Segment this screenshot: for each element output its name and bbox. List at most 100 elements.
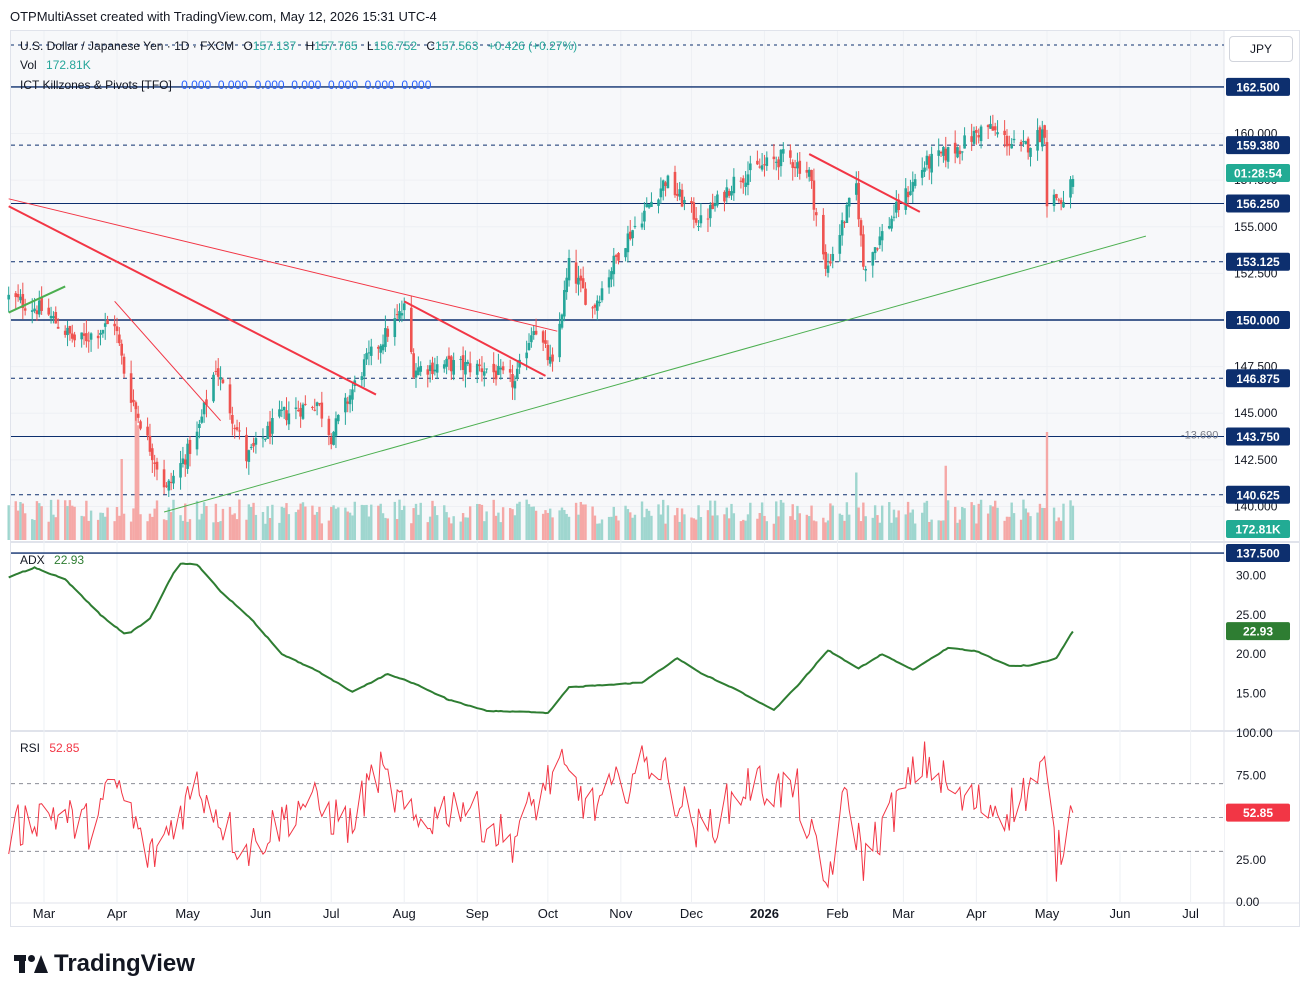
price-pane[interactable] bbox=[11, 31, 1224, 540]
candle[interactable] bbox=[923, 167, 926, 172]
candle[interactable] bbox=[200, 416, 204, 423]
candle[interactable] bbox=[763, 164, 766, 166]
candle[interactable] bbox=[880, 231, 884, 241]
candle[interactable] bbox=[30, 310, 34, 312]
candle[interactable] bbox=[414, 370, 418, 378]
candle[interactable] bbox=[7, 294, 10, 300]
candle[interactable] bbox=[1012, 138, 1016, 141]
adx-line[interactable] bbox=[8, 562, 1074, 715]
candle[interactable] bbox=[238, 430, 241, 432]
candle[interactable] bbox=[287, 413, 291, 425]
candle[interactable] bbox=[617, 253, 620, 261]
candle[interactable] bbox=[89, 333, 93, 340]
candle[interactable] bbox=[329, 437, 333, 445]
candle[interactable] bbox=[66, 327, 69, 336]
candle[interactable] bbox=[351, 389, 354, 400]
candle[interactable] bbox=[694, 218, 698, 223]
candle[interactable] bbox=[181, 458, 185, 465]
candle[interactable] bbox=[843, 222, 846, 224]
candle[interactable] bbox=[212, 374, 215, 402]
candle[interactable] bbox=[464, 362, 467, 375]
candle[interactable] bbox=[344, 397, 347, 413]
candle[interactable] bbox=[911, 182, 915, 192]
candle[interactable] bbox=[52, 316, 55, 319]
trendline[interactable] bbox=[808, 153, 921, 213]
candle[interactable] bbox=[214, 370, 218, 372]
candle[interactable] bbox=[409, 307, 413, 353]
candle[interactable] bbox=[661, 180, 665, 191]
candle[interactable] bbox=[216, 368, 220, 377]
candle[interactable] bbox=[56, 326, 60, 329]
candle[interactable] bbox=[285, 410, 288, 421]
candle[interactable] bbox=[871, 252, 875, 266]
candle[interactable] bbox=[228, 384, 232, 414]
candle[interactable] bbox=[666, 175, 670, 189]
candle[interactable] bbox=[442, 364, 446, 369]
candle[interactable] bbox=[485, 368, 488, 370]
candle[interactable] bbox=[428, 365, 432, 372]
candle[interactable] bbox=[939, 151, 943, 154]
candle[interactable] bbox=[760, 165, 764, 170]
candle[interactable] bbox=[221, 379, 225, 383]
candle[interactable] bbox=[1008, 143, 1011, 146]
candle[interactable] bbox=[727, 190, 731, 196]
candle[interactable] bbox=[544, 340, 547, 344]
candle[interactable] bbox=[1062, 202, 1065, 208]
candle[interactable] bbox=[807, 169, 811, 177]
candle[interactable] bbox=[829, 261, 832, 264]
candle[interactable] bbox=[732, 176, 736, 194]
candle[interactable] bbox=[1057, 199, 1061, 201]
candle[interactable] bbox=[37, 300, 41, 315]
candle[interactable] bbox=[381, 344, 385, 351]
candle[interactable] bbox=[906, 191, 910, 198]
candle[interactable] bbox=[824, 251, 827, 269]
candle[interactable] bbox=[716, 194, 719, 206]
candle[interactable] bbox=[494, 370, 498, 380]
candle[interactable] bbox=[82, 333, 86, 336]
candle[interactable] bbox=[683, 199, 686, 203]
candle[interactable] bbox=[749, 163, 752, 171]
candle[interactable] bbox=[120, 343, 123, 356]
candle[interactable] bbox=[162, 469, 166, 488]
candle[interactable] bbox=[235, 427, 239, 430]
candle[interactable] bbox=[887, 226, 891, 229]
candle[interactable] bbox=[565, 277, 568, 293]
candle[interactable] bbox=[584, 288, 587, 305]
candle[interactable] bbox=[822, 214, 825, 255]
candle[interactable] bbox=[650, 201, 653, 207]
candle[interactable] bbox=[85, 333, 88, 342]
candle[interactable] bbox=[435, 364, 439, 373]
candle[interactable] bbox=[313, 409, 317, 411]
candle[interactable] bbox=[261, 437, 265, 439]
candle[interactable] bbox=[534, 330, 538, 335]
candle[interactable] bbox=[68, 326, 72, 334]
candle[interactable] bbox=[268, 421, 272, 437]
candle[interactable] bbox=[384, 328, 387, 348]
candle[interactable] bbox=[497, 365, 500, 375]
candle[interactable] bbox=[445, 358, 448, 367]
candle[interactable] bbox=[492, 363, 496, 373]
trendline[interactable] bbox=[163, 235, 1147, 513]
candle[interactable] bbox=[136, 413, 140, 418]
candle[interactable] bbox=[647, 204, 651, 208]
candle[interactable] bbox=[501, 366, 505, 371]
candle[interactable] bbox=[19, 296, 22, 301]
candle[interactable] bbox=[103, 323, 107, 327]
candle[interactable] bbox=[1036, 130, 1039, 151]
candle[interactable] bbox=[346, 401, 350, 404]
candle[interactable] bbox=[419, 365, 423, 372]
candle[interactable] bbox=[433, 369, 437, 372]
candle[interactable] bbox=[546, 344, 550, 361]
candle[interactable] bbox=[172, 475, 175, 484]
candle[interactable] bbox=[953, 142, 957, 154]
candle[interactable] bbox=[579, 275, 583, 281]
candle[interactable] bbox=[14, 293, 18, 298]
candle[interactable] bbox=[725, 187, 729, 198]
candle[interactable] bbox=[426, 369, 430, 375]
candle[interactable] bbox=[577, 277, 580, 285]
candle[interactable] bbox=[532, 331, 536, 336]
candle[interactable] bbox=[334, 418, 338, 436]
candle[interactable] bbox=[699, 215, 703, 224]
candle[interactable] bbox=[386, 328, 390, 337]
candle[interactable] bbox=[70, 333, 74, 339]
